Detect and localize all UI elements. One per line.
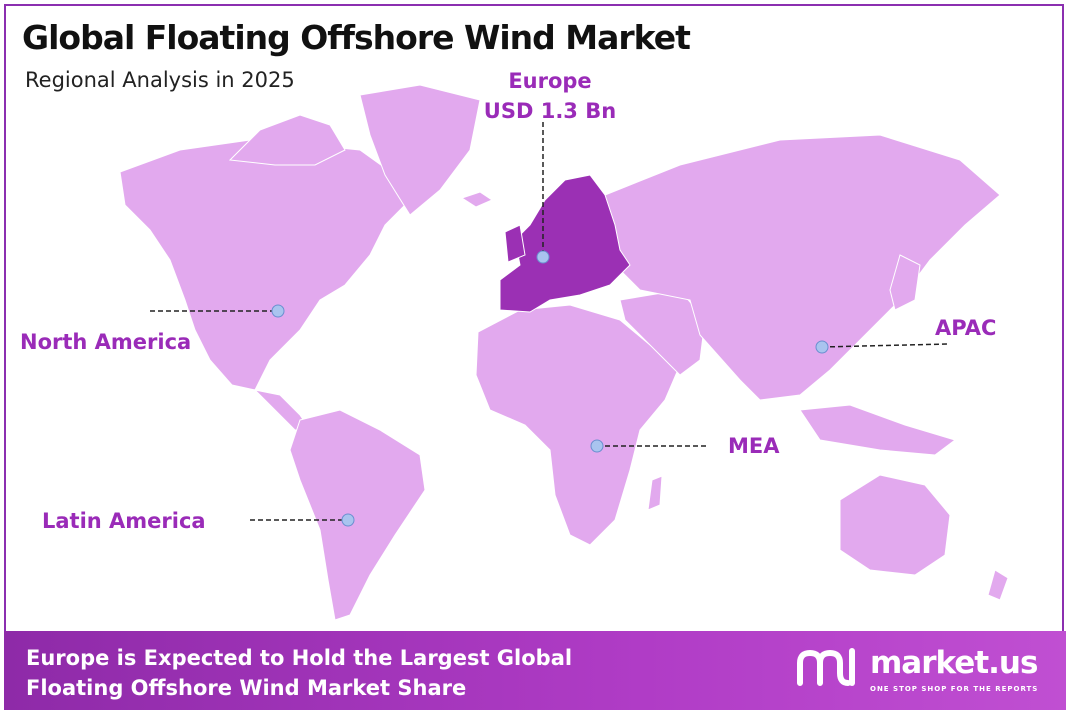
north-america-marker [271,304,285,318]
europe-value: USD 1.3 Bn [483,99,617,123]
japan [889,254,921,311]
page-title: Global Floating Offshore Wind Market [22,18,691,57]
apac-marker [815,340,829,354]
australia [839,474,951,576]
mea-label: MEA [728,434,780,458]
market-us-logo-icon [797,648,855,686]
iceland [460,191,494,208]
brand-name: market.us [870,645,1038,681]
apac-label: APAC [935,316,997,340]
british-isles [504,224,526,263]
southeast-asia-islands [799,404,957,456]
apac-leader-line [821,343,949,348]
greenland [359,84,481,216]
new-zealand [987,569,1009,601]
south-america [289,409,426,621]
asia [604,134,1001,401]
africa [475,304,681,546]
madagascar [647,475,663,511]
europe-name: Europe [508,69,592,93]
footer-line-2: Floating Offshore Wind Market Share [26,676,467,700]
europe-marker [536,250,550,264]
arctic-islands [228,114,346,166]
europe-label: Europe USD 1.3 Bn [470,66,630,126]
latin-america-label: Latin America [42,509,206,533]
brand-tagline: ONE STOP SHOP FOR THE REPORTS [870,685,1039,693]
mea-marker [590,439,604,453]
page-subtitle: Regional Analysis in 2025 [25,68,295,92]
brand-logo: market.us ONE STOP SHOP FOR THE REPORTS [796,643,1046,699]
footer-text: Europe is Expected to Hold the Largest G… [26,643,646,703]
latin-america-marker [341,513,355,527]
footer-line-1: Europe is Expected to Hold the Largest G… [26,646,573,670]
footer-banner: Europe is Expected to Hold the Largest G… [4,631,1066,710]
north-america-label: North America [20,330,192,354]
